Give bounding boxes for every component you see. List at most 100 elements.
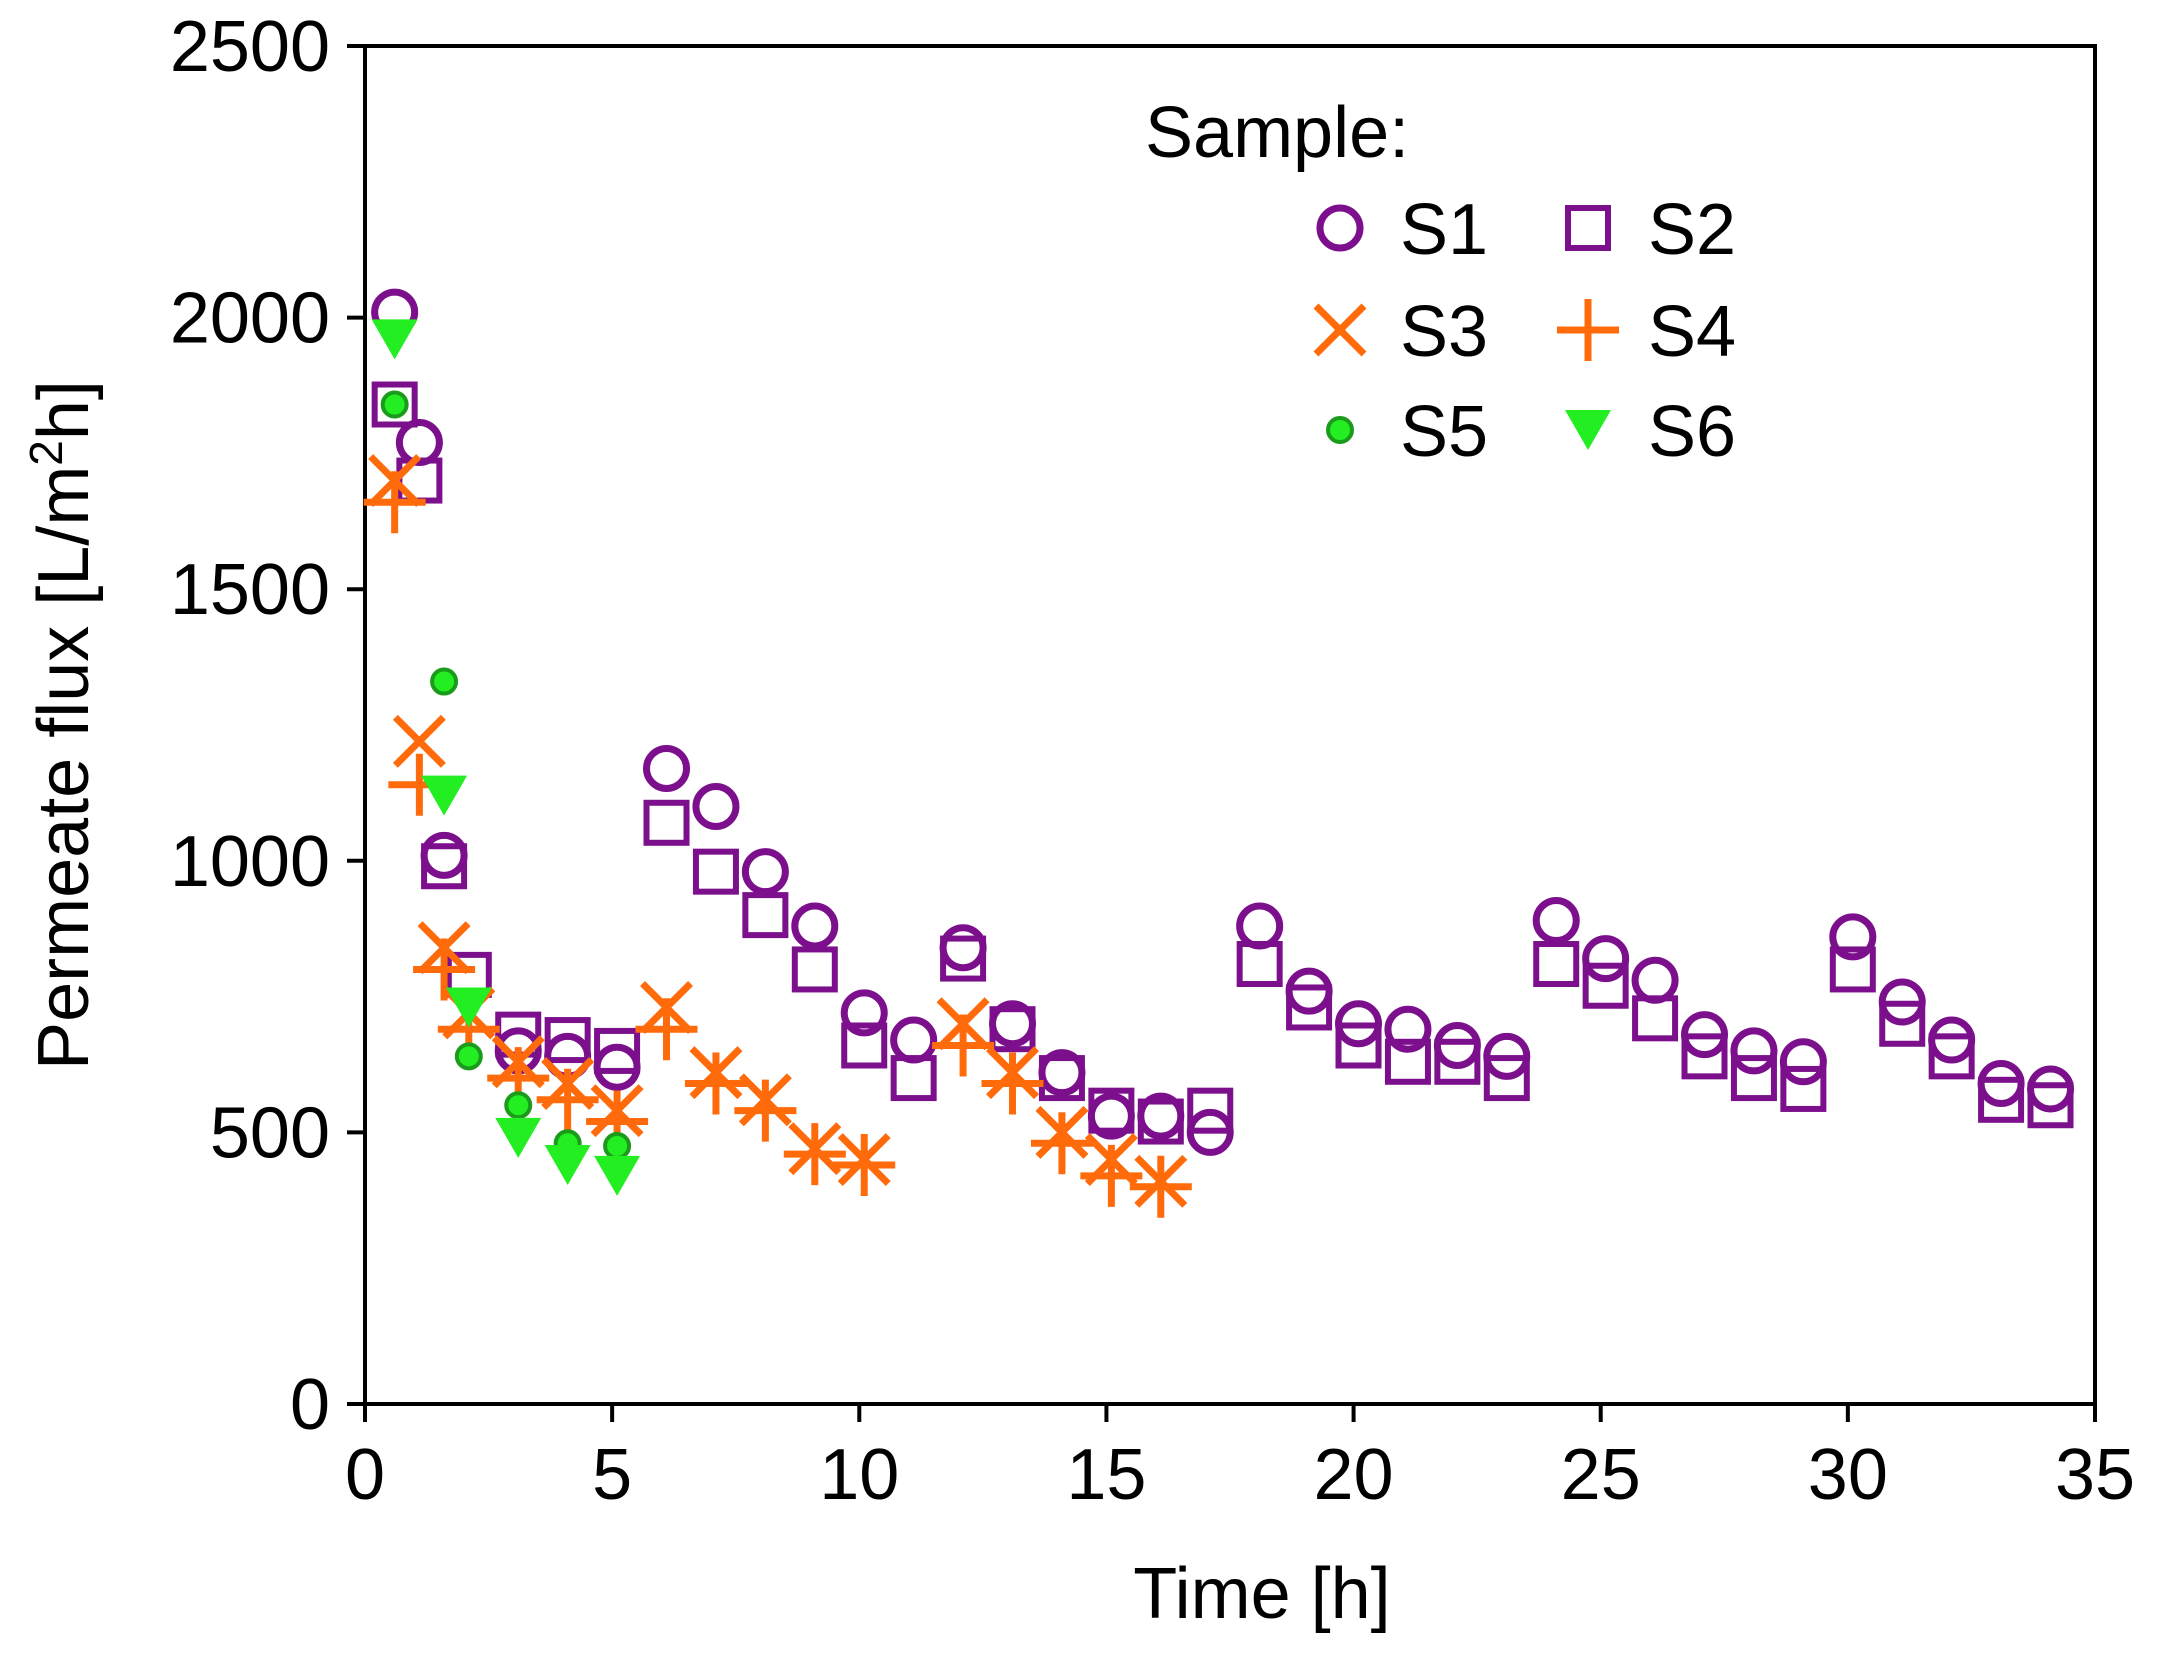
- data-point-s6: [421, 775, 468, 816]
- data-point-s2: [1236, 941, 1283, 988]
- data-point-s5: [430, 667, 459, 696]
- plot-area-frame: [363, 44, 2097, 1406]
- legend-label-s6: S6: [1648, 392, 1736, 472]
- data-point-s2: [989, 1006, 1036, 1053]
- data-point-s4: [981, 1052, 1044, 1115]
- data-point-s2: [1187, 1087, 1234, 1134]
- data-point-s2: [1582, 962, 1629, 1009]
- data-point-s1: [1631, 956, 1679, 1004]
- data-point-s4: [684, 1052, 747, 1115]
- legend-label-s1: S1: [1400, 190, 1488, 270]
- data-point-s2: [1780, 1065, 1827, 1112]
- data-point-s2: [544, 1017, 591, 1064]
- data-marks: [363, 288, 2075, 1218]
- legend-marker-s6: [1565, 410, 1611, 450]
- data-point-s1: [741, 848, 789, 896]
- data-point-s1: [1829, 913, 1877, 961]
- data-point-s4: [734, 1079, 797, 1142]
- data-point-s2: [1038, 1055, 1085, 1102]
- x-tick-label: 20: [1314, 1435, 1394, 1515]
- data-point-s2: [1335, 1022, 1382, 1069]
- data-point-s1: [1433, 1021, 1481, 1069]
- legend-label-s3: S3: [1400, 292, 1488, 372]
- data-point-s2: [1879, 1000, 1926, 1047]
- data-point-s2: [371, 381, 418, 428]
- data-point-s2: [692, 848, 739, 895]
- data-point-s1: [791, 902, 839, 950]
- data-point-s2: [643, 799, 690, 846]
- y-tick-label: 2500: [170, 7, 330, 87]
- data-point-s1: [395, 419, 443, 467]
- series-s5: [380, 390, 632, 1160]
- legend-marker-s4: [1557, 299, 1619, 361]
- legend-entry-s2: S2: [1565, 190, 1736, 270]
- data-point-s6: [594, 1155, 641, 1196]
- legend-entry-s1: S1: [1316, 190, 1488, 270]
- data-point-s4: [1030, 1112, 1093, 1175]
- x-tick-label: 25: [1561, 1435, 1641, 1515]
- data-point-s5: [504, 1091, 533, 1120]
- data-point-s1: [1730, 1027, 1778, 1075]
- data-point-s2: [940, 935, 987, 982]
- data-point-s2: [1137, 1098, 1184, 1145]
- data-point-s4: [1080, 1144, 1143, 1207]
- data-point-s1: [593, 1043, 641, 1091]
- x-tick-label: 30: [1808, 1435, 1888, 1515]
- data-point-s2: [1533, 941, 1580, 988]
- series-s2: [371, 381, 2074, 1145]
- legend-entry-s4: S4: [1557, 292, 1736, 372]
- data-point-s4: [363, 471, 426, 534]
- data-point-s1: [840, 989, 888, 1037]
- data-point-s1: [420, 831, 468, 879]
- legend-label-s4: S4: [1648, 292, 1736, 372]
- y-tick-label: 500: [210, 1093, 330, 1173]
- y-axis-ticks: 0 500 1000 1500 2000 2500: [170, 7, 365, 1445]
- data-point-s4: [932, 1014, 995, 1077]
- data-point-s4: [635, 998, 698, 1061]
- series-s6: [371, 319, 641, 1196]
- data-point-s1: [1582, 935, 1630, 983]
- x-tick-label: 35: [2055, 1435, 2135, 1515]
- data-point-s2: [1384, 1038, 1431, 1085]
- data-point-s4: [783, 1123, 846, 1186]
- legend-marker-s3: [1313, 303, 1367, 357]
- data-point-s4: [833, 1133, 896, 1196]
- y-axis-label-superscript: 2: [20, 440, 72, 466]
- data-point-s1: [643, 744, 691, 792]
- series-s1: [371, 288, 2075, 1156]
- data-point-s2: [1829, 946, 1876, 993]
- data-point-s2: [421, 843, 468, 890]
- y-tick-label: 2000: [170, 279, 330, 359]
- data-point-s1: [1977, 1060, 2025, 1108]
- legend-marker-s5: [1326, 416, 1354, 444]
- data-point-s5: [454, 1042, 483, 1071]
- y-tick-label: 1500: [170, 550, 330, 630]
- data-point-s2: [1730, 1055, 1777, 1102]
- legend-entry-s5: S5: [1326, 392, 1488, 472]
- legend-title: Sample:: [1145, 93, 1409, 173]
- data-point-s1: [2027, 1065, 2075, 1113]
- data-point-s2: [1434, 1038, 1481, 1085]
- data-point-s1: [1928, 1016, 1976, 1064]
- series-s4: [363, 471, 1192, 1218]
- data-point-s2: [1928, 1033, 1975, 1080]
- legend-entry-s6: S6: [1565, 392, 1736, 472]
- data-point-s1: [692, 782, 740, 830]
- data-point-s1: [1384, 1005, 1432, 1053]
- data-point-s1: [1779, 1038, 1827, 1086]
- data-point-s2: [742, 892, 789, 939]
- legend-marker-s1: [1316, 204, 1364, 252]
- data-point-s1: [890, 1016, 938, 1064]
- data-point-s2: [890, 1055, 937, 1102]
- x-tick-label: 15: [1066, 1435, 1146, 1515]
- x-tick-label: 10: [819, 1435, 899, 1515]
- data-point-s6: [445, 987, 492, 1028]
- y-axis-label: Permeate flux [L/m2h]: [20, 380, 104, 1070]
- legend-label-s5: S5: [1400, 392, 1488, 472]
- data-point-s2: [841, 1022, 888, 1069]
- data-point-s5: [380, 390, 409, 419]
- data-point-s6: [371, 319, 418, 360]
- x-tick-label: 5: [592, 1435, 632, 1515]
- data-point-s1: [1236, 902, 1284, 950]
- data-point-s6: [544, 1144, 591, 1185]
